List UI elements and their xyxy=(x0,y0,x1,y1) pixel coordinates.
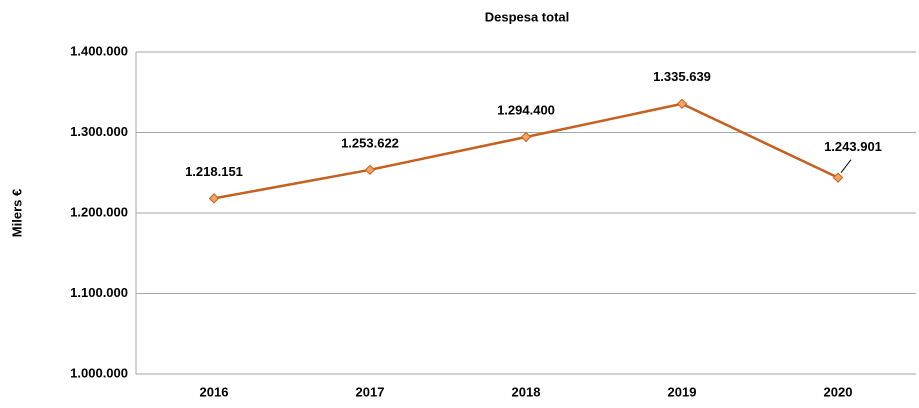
leader-line xyxy=(840,159,852,173)
marker xyxy=(676,98,688,110)
marker xyxy=(520,131,532,143)
line xyxy=(213,102,839,200)
chart-title: Despesa total xyxy=(485,9,570,24)
y-tick-label: 1.100.000 xyxy=(70,285,128,300)
marker xyxy=(832,172,844,183)
y-tick-label: 1.200.000 xyxy=(70,204,128,219)
y-tick-label: 1.000.000 xyxy=(70,365,128,380)
x-tick-label: 2019 xyxy=(668,384,697,399)
x-tick-label: 2016 xyxy=(200,384,229,399)
y-axis-label: Milers € xyxy=(9,189,24,237)
x-tick-label: 2018 xyxy=(512,384,541,399)
y-tick-label: 1.400.000 xyxy=(70,43,128,58)
x-tick-label: 2020 xyxy=(824,384,853,399)
data-label: 1.243.901 xyxy=(824,139,882,154)
y-tick-label: 1.300.000 xyxy=(70,124,128,139)
data-label: 1.335.639 xyxy=(653,69,711,84)
marker xyxy=(208,193,220,204)
data-label: 1.218.151 xyxy=(185,164,243,179)
data-label: 1.294.400 xyxy=(497,102,555,117)
data-label: 1.253.622 xyxy=(341,135,399,150)
marker xyxy=(364,164,376,176)
x-tick-label: 2017 xyxy=(356,384,385,399)
